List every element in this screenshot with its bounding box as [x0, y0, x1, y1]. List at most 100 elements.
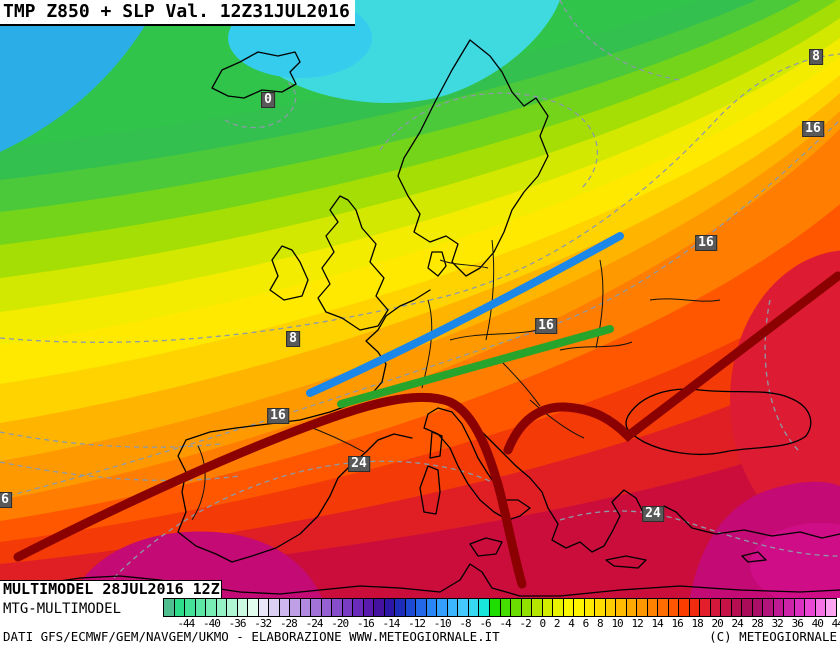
copyright-text: (C) METEOGIORNALE: [709, 629, 837, 644]
scale-source-label: MTG-MULTIMODEL: [3, 601, 122, 617]
colorbar-cell: [174, 599, 186, 616]
colorbar-cell: [206, 599, 217, 616]
colorbar-cell: [353, 599, 364, 616]
colorbar-cell: [437, 599, 448, 616]
colorbar-cell: [511, 599, 522, 616]
colorbar-tick: 20: [711, 617, 724, 630]
colorbar-cell: [248, 599, 259, 616]
colorbar-tick: -40: [203, 617, 221, 630]
colorbar-cell: [500, 599, 512, 616]
colorbar-tick: 6: [582, 617, 590, 630]
colorbar-tick: 0: [539, 617, 546, 630]
colorbar-tick: -14: [382, 617, 401, 630]
colorbar-cell: [332, 599, 343, 616]
map-area: 0 8 8 16 16 16 16 6 24 24: [0, 0, 840, 598]
colorbar-cell: [185, 599, 196, 616]
colorbar-cell: [290, 599, 301, 616]
colorbar-tick: 16: [671, 617, 683, 630]
colorbar-cell: [826, 599, 836, 616]
green-annotation-line: [337, 325, 614, 408]
colorbar-cell: [300, 599, 312, 616]
colorbar-cell: [710, 599, 722, 616]
colorbar-cell: [742, 599, 753, 616]
colorbar-tick: -16: [356, 617, 375, 630]
colorbar-tick: -2: [519, 617, 531, 630]
colorbar-tick: 18: [691, 617, 704, 630]
colorbar-cell: [216, 599, 228, 616]
colorbar-cell: [384, 599, 396, 616]
colorbar-cell: [395, 599, 406, 616]
colorbar-cell: [773, 599, 785, 616]
colorbar-cell: [416, 599, 427, 616]
colorbar-cell: [574, 599, 585, 616]
colorbar-tick: 28: [751, 617, 764, 630]
colorbar: [163, 598, 837, 617]
colorbar-tick: -10: [433, 617, 452, 630]
colorbar-tick: -12: [408, 617, 426, 630]
colorbar-tick: 10: [611, 617, 623, 630]
colorbar-tick: 4: [568, 617, 575, 630]
colorbar-cell: [815, 599, 827, 616]
colorbar-cell: [311, 599, 322, 616]
credits-row: DATI GFS/ECMWF/GEM/NAVGEM/UKMO - ELABORA…: [3, 629, 837, 644]
colorbar-tick: -24: [305, 617, 324, 630]
colorbar-cell: [763, 599, 774, 616]
colorbar-tick: 8: [597, 617, 604, 630]
colorbar-cell: [647, 599, 659, 616]
colorbar-cell: [237, 599, 249, 616]
colorbar-cell: [668, 599, 680, 616]
colorbar-cell: [405, 599, 417, 616]
colorbar-tick: -8: [459, 617, 471, 630]
dark-red-annotation-line-west: [13, 392, 527, 589]
colorbar-cell: [584, 599, 596, 616]
colorbar-cell: [227, 599, 238, 616]
map-title: TMP Z850 + SLP Val. 12Z31JUL2016: [0, 0, 355, 26]
colorbar-cell: [637, 599, 648, 616]
colorbar-tick: -32: [254, 617, 272, 630]
colorbar-cell: [468, 599, 480, 616]
colorbar-tick: 32: [771, 617, 784, 630]
colorbar-cell: [279, 599, 291, 616]
colorbar-cell: [605, 599, 617, 616]
colorbar-cell: [164, 599, 175, 616]
colorbar-cell: [195, 599, 207, 616]
colorbar-cell: [532, 599, 543, 616]
weather-map: [0, 0, 840, 598]
colorbar-cell: [721, 599, 732, 616]
colorbar-tick: 12: [631, 617, 643, 630]
colorbar-cell: [542, 599, 554, 616]
colorbar-tick: -6: [479, 617, 491, 630]
colorbar-cell: [784, 599, 795, 616]
colorbar-tick: -36: [228, 617, 247, 630]
colorbar-cell: [794, 599, 806, 616]
model-run-label: MULTIMODEL 28JUL2016 12Z: [0, 580, 222, 599]
colorbar-cell: [616, 599, 627, 616]
colorbar-tick: 36: [791, 617, 804, 630]
blue-annotation-line: [306, 232, 624, 397]
colorbar-cell: [458, 599, 469, 616]
footer: MTG-MULTIMODEL -44 -40 -36 -32 -28 -24 -20 -16-…: [0, 598, 840, 648]
colorbar-cell: [553, 599, 564, 616]
colorbar-tick: 24: [731, 617, 744, 630]
colorbar-cell: [626, 599, 638, 616]
colorbar-cell: [595, 599, 606, 616]
colorbar-cell: [700, 599, 711, 616]
colorbar-tick: -28: [279, 617, 298, 630]
colorbar-cell: [258, 599, 270, 616]
colorbar-cell: [563, 599, 575, 616]
colorbar-cell: [426, 599, 438, 616]
colorbar-tick: 40: [811, 617, 824, 630]
colorbar-cell: [374, 599, 385, 616]
colorbar-cell: [321, 599, 333, 616]
colorbar-cell: [489, 599, 501, 616]
colorbar-cell: [679, 599, 690, 616]
colorbar-cell: [269, 599, 280, 616]
colorbar-cell: [752, 599, 764, 616]
colorbar-tick: -20: [331, 617, 349, 630]
colorbar-cell: [447, 599, 459, 616]
colorbar-cell: [363, 599, 375, 616]
colorbar-tick: -44: [177, 617, 195, 630]
colorbar-tick: -4: [499, 617, 511, 630]
credits-text: DATI GFS/ECMWF/GEM/NAVGEM/UKMO - ELABORA…: [3, 629, 500, 644]
